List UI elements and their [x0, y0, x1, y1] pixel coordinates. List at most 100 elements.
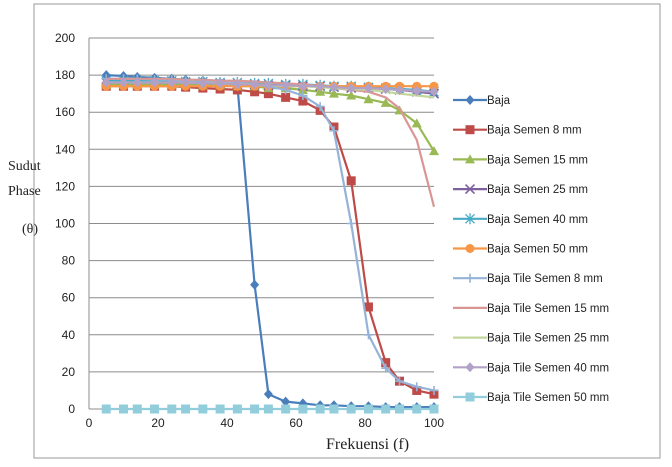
data-point — [298, 404, 308, 414]
data-point — [412, 85, 422, 96]
data-point — [315, 81, 325, 92]
data-point — [250, 279, 260, 290]
legend-item-5: Baja Semen 40 mm — [453, 213, 588, 226]
data-point — [263, 389, 273, 400]
data-point — [329, 404, 339, 414]
legend-label: Baja Tile Semen 40 mm — [487, 362, 609, 374]
legend-label: Baja — [487, 95, 511, 107]
chart-border — [33, 3, 661, 459]
legend-marker — [465, 362, 475, 373]
data-point — [281, 92, 291, 102]
data-point — [215, 78, 225, 89]
y-tick-label: 180 — [55, 68, 75, 82]
legend-label: Baja Tile Semen 8 mm — [487, 273, 603, 285]
legend-item-7: Baja Tile Semen 8 mm — [453, 273, 603, 285]
data-point — [363, 404, 373, 414]
y-tick-label: 20 — [62, 365, 76, 379]
legend-item-9: Baja Tile Semen 25 mm — [453, 333, 609, 345]
data-point — [263, 80, 273, 91]
y-tick-label: 200 — [55, 31, 75, 45]
y-axis-label-line-1: Sudut — [8, 159, 41, 174]
data-point — [429, 404, 439, 414]
legend-marker — [465, 95, 475, 105]
data-point — [232, 79, 242, 90]
series-group — [101, 70, 440, 414]
legend-marker — [465, 154, 475, 164]
legend-item-3: Baja Semen 15 mm — [453, 154, 588, 166]
data-point — [429, 86, 439, 97]
data-point — [395, 376, 404, 386]
data-point — [363, 330, 373, 340]
data-point — [198, 78, 208, 89]
data-point — [298, 91, 308, 101]
tick-labels: 0 20 40 60 80 100 120 140 160 180 200 0 20 40 60 80 100 — [55, 31, 444, 430]
legend-label: Baja Tile Semen 15 mm — [487, 303, 609, 315]
data-point — [263, 404, 273, 414]
y-axis-label-line-2: Phase — [8, 184, 41, 199]
y-tick-label: 0 — [68, 402, 75, 416]
legend-marker — [465, 213, 475, 225]
data-point — [411, 118, 422, 128]
data-point — [412, 382, 422, 392]
series-10 — [101, 77, 439, 97]
data-point — [198, 404, 208, 414]
data-point — [381, 358, 391, 368]
data-point — [281, 404, 291, 414]
data-point — [250, 79, 260, 90]
legend-label: Baja Semen 50 mm — [487, 244, 588, 256]
legend-label: Baja Semen 15 mm — [487, 154, 588, 166]
data-point — [363, 94, 374, 104]
data-point — [250, 87, 260, 97]
y-tick-label: 40 — [62, 328, 76, 342]
data-point — [381, 84, 391, 95]
data-point — [395, 84, 404, 95]
x-tick-label: 40 — [220, 416, 234, 430]
legend-item-6: Baja Semen 50 mm — [453, 244, 588, 256]
data-point — [281, 396, 291, 407]
data-point — [150, 77, 160, 88]
data-point — [298, 81, 308, 92]
x-tick-label: 0 — [86, 416, 93, 430]
data-point — [315, 86, 326, 96]
legend-marker — [465, 273, 475, 283]
legend-item-1: Baja — [453, 95, 511, 107]
data-point — [250, 404, 260, 414]
legend-marker — [464, 184, 476, 195]
legend-marker — [465, 244, 475, 253]
y-tick-label: 120 — [55, 179, 75, 193]
data-point — [346, 404, 356, 414]
data-point — [215, 404, 225, 414]
y-tick-label: 60 — [62, 291, 76, 305]
data-point — [150, 404, 160, 414]
x-tick-label: 60 — [289, 416, 303, 430]
data-point — [412, 404, 422, 414]
x-axis-label: Frekuensi (f) — [326, 436, 409, 453]
data-point — [381, 363, 391, 373]
legend-label: Baja Semen 40 mm — [487, 214, 588, 226]
data-point — [346, 83, 356, 94]
data-point — [429, 385, 439, 395]
data-point — [328, 88, 339, 98]
data-point — [101, 77, 111, 88]
legend-label: Baja Semen 8 mm — [487, 125, 582, 137]
y-axis-label-line-3: (θ) — [22, 222, 38, 237]
data-point — [346, 90, 357, 100]
data-point — [363, 302, 373, 312]
data-point — [167, 77, 177, 88]
data-point — [315, 102, 325, 112]
legend-item-8: Baja Tile Semen 15 mm — [453, 303, 609, 315]
data-point — [167, 404, 177, 414]
data-point — [263, 89, 273, 99]
legend-marker — [465, 392, 475, 402]
data-point — [380, 97, 391, 107]
data-point — [346, 176, 356, 186]
legend-item-11: Baja Tile Semen 50 mm — [453, 392, 609, 404]
legend-item-2: Baja Semen 8 mm — [453, 125, 582, 137]
y-tick-label: 100 — [55, 217, 75, 231]
data-point — [381, 404, 391, 414]
data-point — [119, 77, 128, 88]
x-tick-label: 20 — [151, 416, 165, 430]
data-point — [346, 219, 356, 228]
